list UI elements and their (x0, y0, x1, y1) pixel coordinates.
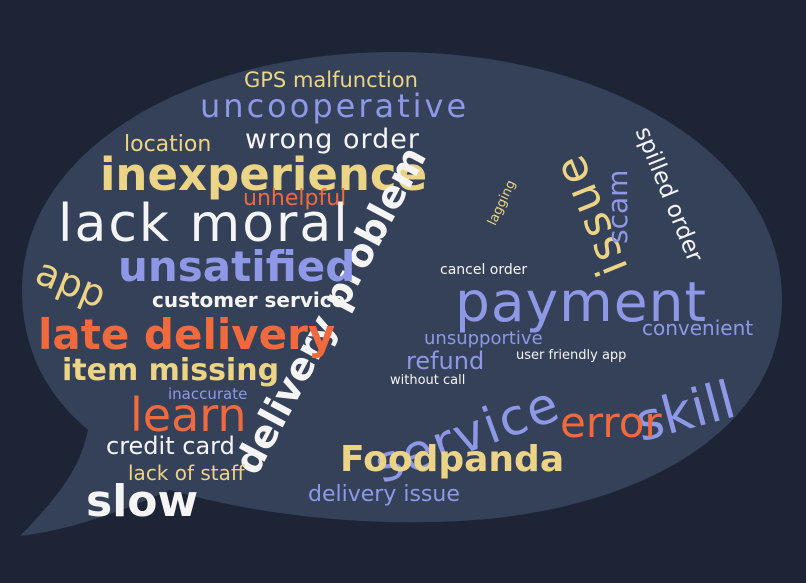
word-location: location (124, 132, 212, 157)
word-unsupportive: unsupportive (424, 328, 543, 349)
word-delivery-issue: delivery issue (308, 482, 460, 507)
word-customer-service: customer service (152, 288, 346, 312)
word-payment: payment (455, 270, 708, 334)
word-credit-card: credit card (106, 432, 235, 460)
word-lack-moral: lack moral (58, 194, 350, 254)
word-item-missing: item missing (62, 353, 280, 388)
word-user-friendly-app: user friendly app (516, 348, 627, 363)
word-cancel-order: cancel order (440, 262, 528, 278)
word-uncooperative: uncooperative (200, 87, 470, 125)
word-without-call: without call (390, 373, 466, 388)
word-scam: scam (601, 169, 634, 244)
word-inexperience: inexperience (100, 148, 428, 201)
word-inaccurate: inaccurate (168, 385, 248, 403)
word-refund: refund (406, 347, 485, 375)
word-lack-of-staff: lack of staff (128, 461, 245, 485)
word-learn: learn (130, 388, 247, 442)
word-unsatified: unsatified (118, 242, 356, 291)
word-error: error (560, 398, 662, 447)
word-convenient: convenient (642, 316, 754, 340)
word-unhelpful: unhelpful (243, 186, 347, 211)
word-foodpanda: Foodpanda (340, 439, 565, 480)
word-slow: slow (86, 476, 199, 527)
word-wrong-order: wrong order (245, 124, 420, 155)
speech-bubble-shape (20, 52, 782, 536)
word-late-delivery: late delivery (38, 310, 336, 359)
word-gps-malfunction: GPS malfunction (244, 68, 418, 92)
